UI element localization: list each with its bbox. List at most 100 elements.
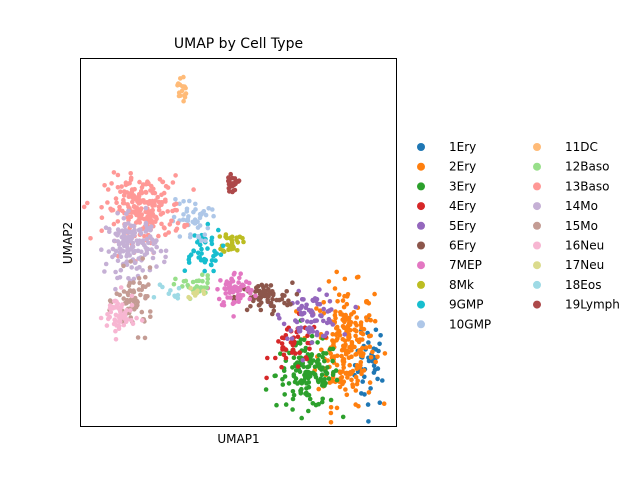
legend-marker (417, 162, 425, 171)
point-14Mo (129, 223, 134, 229)
point-2Ery (354, 337, 360, 343)
point-14Mo (129, 265, 134, 270)
point-13Baso (105, 187, 111, 192)
legend-marker (533, 280, 541, 289)
point-2Ery (340, 298, 346, 303)
point-14Mo (116, 242, 122, 247)
legend-marker (533, 241, 541, 250)
point-13Baso (159, 192, 164, 198)
point-5Ery (327, 299, 333, 304)
point-2Ery (358, 360, 364, 365)
point-3Ery (313, 374, 319, 380)
point-5Ery (300, 317, 305, 323)
legend-label: 10GMP (449, 317, 491, 331)
point-7MEP (227, 288, 233, 293)
point-18Eos (166, 291, 172, 297)
point-14Mo (118, 254, 124, 259)
point-11DC (178, 76, 183, 81)
point-6Ery (282, 293, 287, 298)
point-15Mo (148, 314, 153, 320)
legend-label: 8Mk (449, 278, 474, 292)
point-14Mo (99, 247, 104, 252)
point-13Baso (159, 221, 164, 227)
legend-label: 17Neu (565, 258, 604, 272)
point-11DC (176, 81, 181, 86)
point-5Ery (295, 300, 300, 305)
point-18Eos (175, 296, 181, 301)
point-13Baso (120, 208, 125, 214)
point-5Ery (308, 319, 314, 325)
point-2Ery (344, 348, 350, 354)
point-13Baso (136, 218, 141, 223)
legend-marker (533, 202, 541, 211)
point-14Mo (121, 216, 127, 221)
point-2Ery (343, 371, 349, 376)
point-2Ery (344, 316, 350, 321)
point-13Baso (126, 194, 132, 199)
point-2Ery (332, 312, 338, 318)
point-5Ery (342, 332, 348, 337)
legend-label: 18Eos (565, 278, 601, 292)
point-6Ery (253, 285, 259, 291)
point-5Ery (299, 312, 305, 317)
point-2Ery (343, 387, 348, 392)
point-6Ery (244, 307, 250, 313)
series-5Ery (268, 287, 359, 363)
point-13Baso (140, 198, 145, 203)
point-7MEP (237, 275, 242, 281)
point-14Mo (154, 244, 159, 250)
point-14Mo (107, 226, 112, 232)
point-13Baso (182, 224, 187, 229)
legend-item-15Mo: 15Mo (533, 219, 598, 233)
legend-label: 11DC (565, 140, 598, 154)
point-9GMP (220, 243, 226, 249)
point-4Ery (273, 355, 278, 361)
point-10GMP (205, 225, 211, 231)
point-5Ery (301, 297, 306, 302)
point-13Baso (175, 220, 181, 226)
point-3Ery (298, 337, 304, 342)
point-5Ery (310, 329, 316, 334)
point-3Ery (290, 407, 295, 412)
legend-label: 9GMP (449, 298, 484, 312)
point-6Ery (288, 302, 293, 307)
point-2Ery (364, 299, 369, 304)
point-1Ery (360, 379, 366, 384)
point-5Ery (324, 330, 330, 336)
point-13Baso (151, 186, 156, 192)
legend: 1Ery 2Ery 3Ery 4Ery 5Ery 6Ery 7MEP 8Mk 9GMP 10GMP… (417, 140, 620, 331)
point-9GMP (211, 268, 216, 274)
point-18Eos (151, 295, 157, 300)
point-2Ery (346, 334, 351, 340)
point-14Mo (115, 233, 120, 238)
point-14Mo (140, 268, 145, 273)
point-5Ery (312, 318, 318, 324)
point-14Mo (144, 248, 150, 253)
point-13Baso (81, 204, 87, 210)
legend-item-7MEP: 7MEP (417, 258, 482, 272)
point-1Ery (359, 391, 364, 396)
point-12Baso (173, 276, 178, 282)
point-3Ery (307, 359, 312, 365)
point-7MEP (233, 284, 239, 290)
point-13Baso (149, 208, 154, 214)
point-7MEP (238, 271, 243, 277)
chart-title: UMAP by Cell Type (174, 36, 303, 52)
point-9GMP (191, 248, 196, 253)
point-2Ery (355, 378, 361, 384)
point-16Neu (118, 285, 124, 290)
point-13Baso (133, 196, 138, 202)
point-2Ery (353, 374, 359, 380)
point-13Baso (137, 179, 142, 185)
point-14Mo (119, 234, 125, 240)
point-14Mo (134, 238, 140, 243)
legend-marker (417, 261, 425, 270)
point-3Ery (319, 378, 325, 383)
point-15Mo (127, 280, 133, 286)
point-13Baso (174, 226, 180, 232)
point-2Ery (357, 348, 363, 353)
point-4Ery (295, 334, 301, 340)
point-2Ery (328, 405, 334, 410)
point-16Neu (108, 309, 114, 315)
point-2Ery (363, 345, 369, 350)
